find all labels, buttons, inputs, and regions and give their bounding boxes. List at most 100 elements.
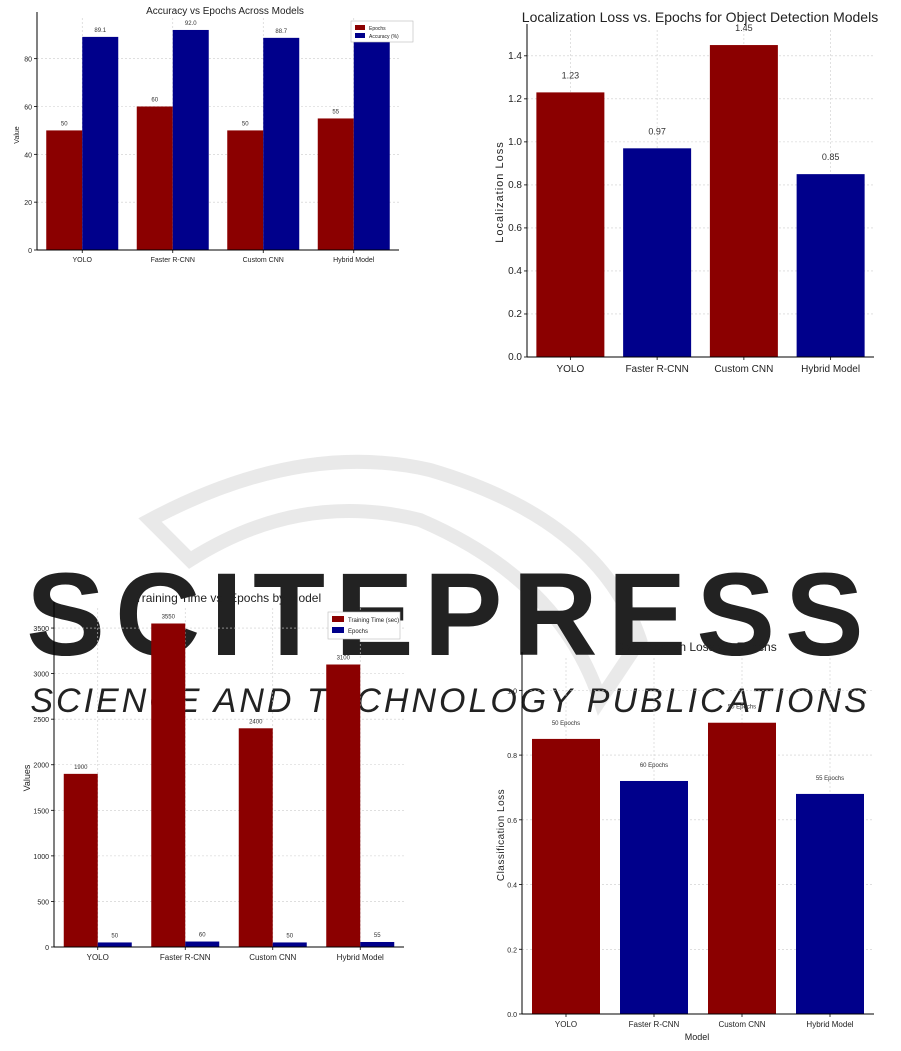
x-tick-label: Faster R-CNN (629, 1020, 680, 1029)
y-tick-label: 0.4 (507, 883, 517, 890)
bar (46, 130, 83, 250)
y-tick-label: 0.8 (507, 753, 517, 760)
data-label: 3100 (337, 656, 351, 662)
y-tick-label: 0 (45, 945, 49, 952)
y-tick-label: 0.4 (508, 266, 522, 277)
data-label: 2400 (249, 719, 263, 725)
data-label: 1.23 (562, 70, 580, 80)
chart-title: Classification Loss vs. Epochs (615, 640, 776, 654)
data-label: 50 Epochs (552, 721, 580, 727)
y-axis-label: Localization Loss (494, 141, 506, 242)
bar (227, 130, 264, 250)
bar (536, 92, 605, 358)
x-tick-label: Faster R-CNN (151, 257, 195, 264)
data-label: 92.0 (185, 21, 197, 27)
y-tick-label: 3500 (33, 626, 49, 633)
bar (796, 793, 864, 1014)
bar (620, 780, 688, 1014)
x-tick-label: YOLO (556, 364, 584, 375)
bar (796, 174, 865, 357)
x-tick-label: Hybrid Model (333, 257, 375, 264)
legend-box (350, 20, 414, 43)
chart-training-time: Training Time vs. Epochs by Model Values… (22, 591, 404, 962)
y-tick-label: 0.6 (507, 818, 517, 825)
data-label: 1.45 (735, 23, 753, 33)
chart-accuracy-vs-epochs: Accuracy vs Epochs Across Models Value 0… (14, 6, 414, 264)
data-label: 60 Epochs (640, 763, 668, 769)
y-tick-label: 1500 (33, 808, 49, 815)
bar (532, 738, 600, 1014)
x-tick-label: Hybrid Model (337, 953, 384, 962)
y-tick-label: 0.6 (508, 223, 522, 234)
chart-title: Localization Loss vs. Epochs for Object … (522, 9, 878, 25)
y-tick-label: 40 (24, 152, 32, 159)
y-tick-label: 2500 (33, 717, 49, 724)
bar (326, 664, 361, 947)
y-tick-label: 2000 (33, 763, 49, 770)
x-tick-label: Faster R-CNN (625, 364, 688, 375)
x-tick-label: YOLO (73, 257, 93, 264)
data-label: 0.85 (822, 152, 840, 162)
legend-swatch (355, 25, 365, 30)
legend-swatch (332, 616, 344, 622)
y-axis-label: Value (14, 126, 21, 143)
x-tick-label: Hybrid Model (801, 364, 860, 375)
data-label: 0.97 (648, 126, 666, 136)
x-axis-label: Model (685, 1032, 710, 1042)
chart-title: Accuracy vs Epochs Across Models (146, 6, 304, 17)
data-label: 55 (374, 933, 381, 939)
data-label: 50 (242, 121, 249, 127)
bar (708, 722, 776, 1014)
x-tick-label: Custom CNN (714, 364, 773, 375)
y-tick-label: 1.2 (508, 94, 522, 105)
bar (82, 36, 119, 251)
x-tick-label: YOLO (87, 953, 109, 962)
y-tick-label: 0.2 (508, 309, 522, 320)
data-label: 55 (332, 109, 339, 115)
bar (151, 623, 186, 947)
legend-label: Epochs (369, 26, 386, 32)
bar (63, 773, 98, 947)
legend-swatch (355, 33, 365, 38)
data-label: 1900 (74, 765, 88, 771)
bar (136, 106, 173, 250)
y-tick-label: 60 (24, 104, 32, 111)
data-label: 55 Epochs (816, 776, 844, 782)
y-tick-label: 0.8 (508, 180, 522, 191)
y-tick-label: 80 (24, 57, 32, 64)
y-tick-label: 20 (24, 200, 32, 207)
data-label: 50 (61, 121, 68, 127)
bar (97, 942, 132, 947)
bar (317, 118, 354, 250)
bar (172, 29, 209, 250)
data-label: 60 (151, 97, 158, 103)
bar (272, 942, 307, 947)
y-tick-label: 0.2 (507, 947, 517, 954)
y-tick-label: 0.0 (507, 1012, 517, 1019)
legend-label: Training Time (sec) (348, 618, 399, 624)
bar (709, 45, 778, 358)
data-label: 50 Epochs (728, 705, 756, 711)
y-tick-label: 1.0 (507, 688, 517, 695)
data-label: 60 (199, 933, 206, 939)
bar (623, 148, 692, 357)
y-tick-label: 0 (28, 248, 32, 255)
data-label: 88.7 (275, 29, 287, 35)
x-tick-label: YOLO (555, 1020, 577, 1029)
x-tick-label: Hybrid Model (806, 1020, 853, 1029)
bar (360, 941, 395, 947)
legend-label: Epochs (348, 629, 368, 635)
y-axis-label: Classification Loss (496, 789, 507, 881)
legend-label: Accuracy (%) (369, 34, 399, 40)
y-tick-label: 3000 (33, 672, 49, 679)
y-tick-label: 1.0 (508, 137, 522, 148)
y-tick-label: 1.4 (508, 51, 522, 62)
y-tick-label: 1000 (33, 854, 49, 861)
data-label: 50 (286, 933, 293, 939)
y-axis-label: Values (22, 764, 32, 791)
x-tick-label: Custom CNN (718, 1020, 765, 1029)
chart-title: Training Time vs. Epochs by Model (135, 591, 321, 605)
x-tick-label: Custom CNN (243, 257, 284, 264)
y-tick-label: 500 (37, 899, 49, 906)
legend-swatch (332, 627, 344, 633)
